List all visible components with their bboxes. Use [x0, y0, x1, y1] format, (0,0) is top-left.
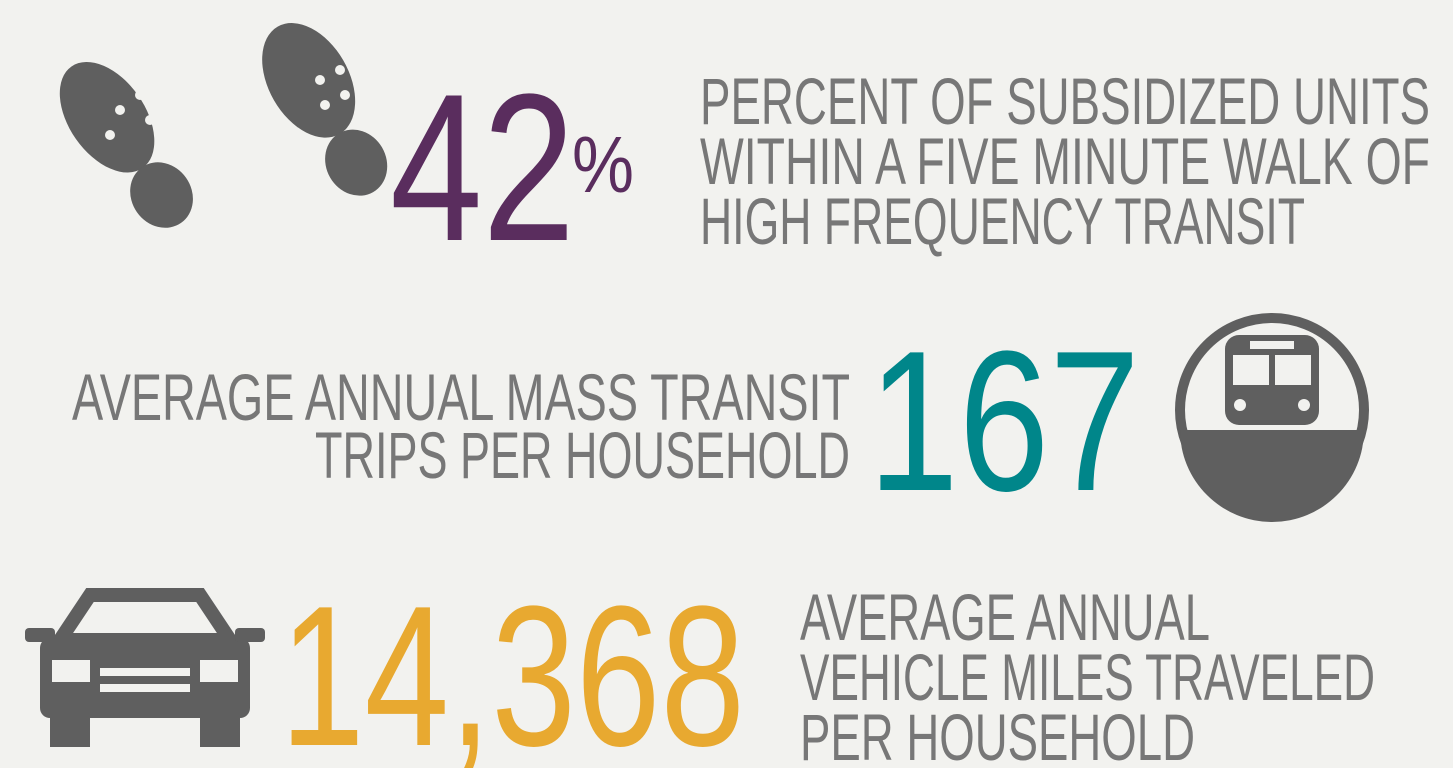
stat-number: 14,368: [280, 565, 745, 768]
stat-number: 167: [868, 310, 1140, 533]
train-icon: [1175, 313, 1369, 522]
stat-line: WITHIN A FIVE MINUTE WALK OF: [700, 124, 1430, 198]
stat-line: AVERAGE ANNUAL: [800, 580, 1210, 654]
stat-line: TRIPS PER HOUSEHOLD: [315, 418, 850, 492]
footprints-icon: [59, 23, 388, 228]
car-icon: [25, 588, 265, 747]
stat-line: HIGH FREQUENCY TRANSIT: [700, 184, 1305, 258]
stat-number: 42: [390, 50, 575, 285]
stat-line: PERCENT OF SUBSIDIZED UNITS: [700, 64, 1430, 138]
stat-line: VEHICLE MILES TRAVELED: [800, 640, 1375, 714]
stat-line: PER HOUSEHOLD: [800, 700, 1195, 768]
stat-line: AVERAGE ANNUAL MASS TRANSIT: [72, 360, 850, 434]
stat-unit: %: [572, 120, 634, 209]
